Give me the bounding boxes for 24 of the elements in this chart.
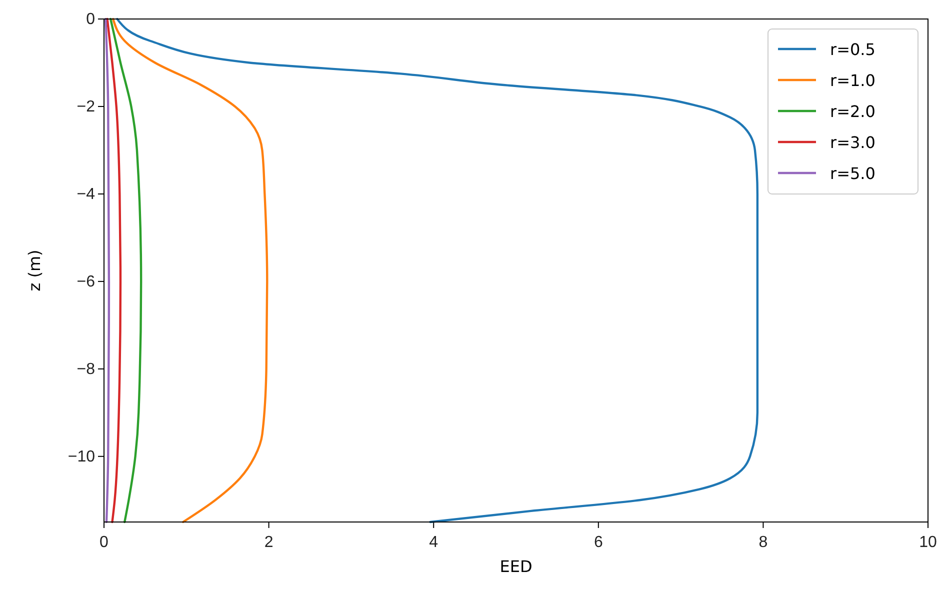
x-tick-label: 4 xyxy=(429,534,438,551)
line-series xyxy=(106,18,122,524)
x-axis-title: EED xyxy=(500,557,532,576)
line-series xyxy=(116,18,759,524)
x-tick-label: 6 xyxy=(594,534,603,551)
legend-label: r=3.0 xyxy=(830,133,876,152)
line-series xyxy=(112,18,268,524)
x-tick-label: 2 xyxy=(264,534,274,551)
y-tick-label: −10 xyxy=(68,448,96,466)
legend-label: r=5.0 xyxy=(830,164,876,183)
y-tick-label: 0 xyxy=(86,11,96,28)
legend-label: r=2.0 xyxy=(830,102,876,121)
legend-label: r=0.5 xyxy=(830,40,876,59)
legend-label: r=1.0 xyxy=(830,71,876,90)
y-tick-label: −4 xyxy=(76,186,96,204)
y-tick-label: −6 xyxy=(76,274,96,291)
y-axis-title: z (m) xyxy=(25,250,44,292)
line-series xyxy=(104,18,110,524)
x-tick-label: 10 xyxy=(919,534,937,551)
y-tick-label: −2 xyxy=(76,98,96,116)
line-series xyxy=(109,18,142,524)
y-tick-label: −8 xyxy=(76,361,96,378)
x-tick-label: 0 xyxy=(100,534,109,551)
x-tick-label: 8 xyxy=(758,534,768,551)
